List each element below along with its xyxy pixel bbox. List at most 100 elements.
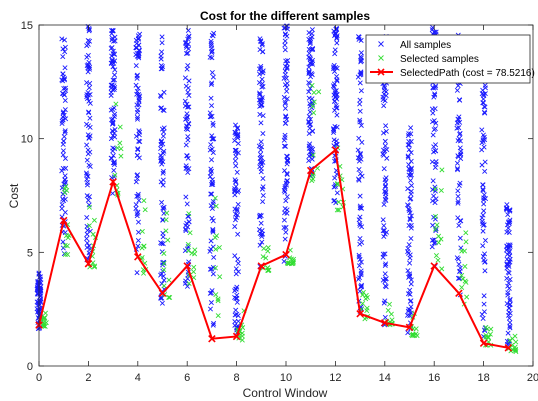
all-sample-point — [235, 131, 241, 137]
all-sample-point — [282, 32, 288, 38]
selected-sample-point — [438, 188, 444, 194]
all-sample-point — [480, 137, 486, 143]
selected-sample-point — [213, 203, 219, 209]
all-sample-point — [134, 114, 141, 120]
all-sample-point — [208, 38, 214, 44]
selected-sample-point — [386, 301, 393, 307]
all-sample-point — [455, 215, 461, 221]
all-sample-point — [183, 39, 189, 45]
selected-sample-point — [216, 245, 222, 251]
all-sample-point — [134, 193, 140, 199]
all-sample-point — [234, 169, 240, 175]
all-sample-point — [480, 186, 486, 192]
all-sample-point — [208, 203, 214, 209]
all-sample-point — [59, 206, 65, 212]
all-sample-point — [505, 225, 511, 231]
selected-sample-point — [434, 222, 440, 228]
selected-path-point — [331, 146, 340, 154]
all-sample-point — [381, 103, 387, 109]
all-sample-point — [208, 191, 214, 197]
all-sample-point — [334, 34, 340, 40]
all-sample-point — [431, 237, 437, 243]
all-sample-point — [234, 299, 240, 305]
all-sample-point — [334, 190, 340, 196]
all-sample-point — [454, 255, 460, 261]
all-sample-point — [109, 117, 115, 123]
selected-sample-point — [215, 296, 221, 302]
selected-path-point — [59, 216, 68, 225]
all-sample-point — [257, 71, 263, 77]
selected-path-point — [430, 262, 438, 270]
all-sample-point — [257, 91, 263, 97]
all-sample-point — [284, 88, 290, 94]
selected-sample-point — [311, 89, 317, 96]
all-sample-point — [84, 63, 90, 69]
all-sample-point — [383, 183, 389, 189]
all-sample-point — [257, 214, 263, 220]
all-sample-point — [507, 325, 513, 331]
all-sample-point — [134, 40, 140, 47]
all-sample-point — [87, 115, 93, 121]
all-sample-point — [358, 57, 364, 63]
all-sample-point — [281, 225, 287, 231]
selected-sample-point — [513, 349, 519, 355]
all-sample-point — [456, 125, 462, 131]
all-sample-point — [136, 53, 142, 59]
all-sample-point — [480, 228, 486, 234]
all-sample-point — [358, 88, 364, 94]
all-sample-point — [283, 99, 289, 105]
selected-sample-point — [410, 332, 416, 338]
all-sample-point — [382, 143, 388, 149]
all-sample-point — [358, 122, 364, 128]
all-sample-point — [283, 224, 289, 230]
all-sample-point — [260, 184, 266, 190]
all-sample-point — [87, 38, 93, 44]
all-sample-point — [430, 237, 436, 243]
all-sample-point — [429, 27, 435, 33]
selected-sample-point — [91, 217, 97, 223]
all-sample-point — [405, 186, 411, 192]
all-sample-point — [234, 212, 240, 218]
all-sample-point — [110, 77, 116, 83]
all-sample-point — [209, 157, 215, 163]
all-sample-point — [60, 78, 66, 84]
all-sample-point — [334, 112, 340, 118]
selected-sample-point — [161, 250, 167, 256]
all-sample-point — [85, 90, 91, 96]
all-sample-point — [406, 147, 412, 153]
all-sample-point — [282, 47, 288, 53]
all-sample-point — [281, 217, 287, 223]
all-sample-point — [210, 122, 216, 128]
x-axis-label: Control Window — [243, 386, 328, 400]
all-sample-point — [84, 240, 90, 246]
all-sample-point — [186, 92, 192, 98]
all-sample-point — [284, 84, 290, 90]
all-sample-point — [357, 288, 363, 294]
all-sample-point — [284, 194, 290, 200]
selected-sample-point — [65, 251, 71, 257]
all-sample-point — [257, 155, 263, 161]
all-sample-point — [207, 290, 213, 296]
all-sample-point — [257, 47, 263, 53]
all-sample-point — [306, 50, 312, 56]
x-tick-label: 6 — [184, 372, 190, 384]
selected-sample-point — [360, 289, 366, 295]
all-sample-point — [259, 144, 265, 150]
all-sample-point — [259, 155, 265, 161]
selected-sample-point — [509, 336, 516, 342]
all-sample-point — [357, 171, 363, 177]
all-sample-point — [182, 75, 188, 81]
selected-path-point — [183, 262, 191, 270]
all-sample-point — [457, 152, 463, 158]
all-sample-point — [60, 54, 66, 60]
all-sample-point — [108, 89, 114, 95]
all-sample-point — [505, 269, 511, 275]
all-sample-point — [134, 172, 141, 178]
all-sample-point — [232, 206, 238, 212]
all-sample-point — [507, 219, 513, 225]
all-sample-point — [382, 283, 388, 289]
all-sample-point — [358, 282, 365, 288]
all-sample-point — [234, 126, 240, 132]
selected-sample-point — [413, 326, 419, 332]
all-sample-point — [84, 182, 90, 188]
